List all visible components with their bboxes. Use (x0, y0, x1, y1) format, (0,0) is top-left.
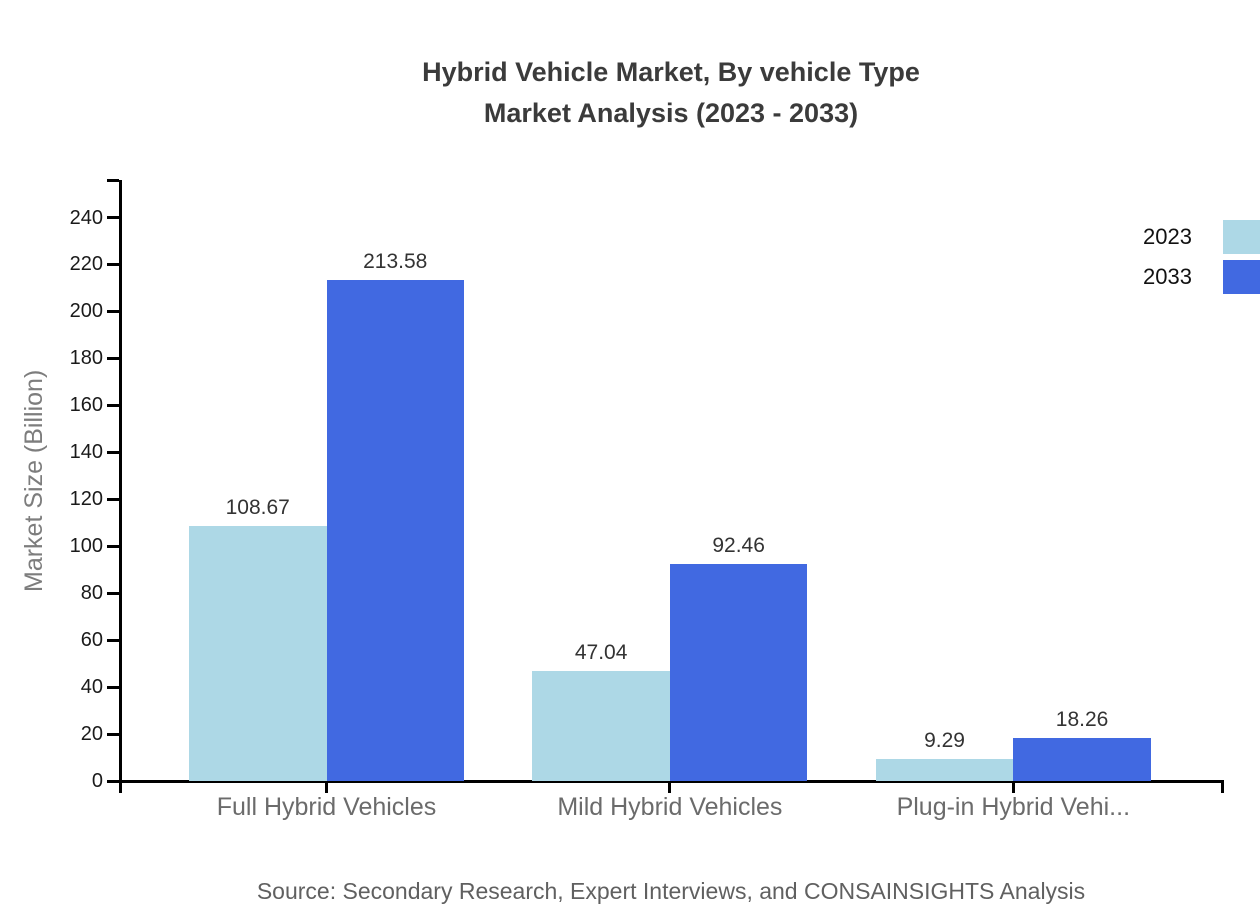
y-tick-label-20: 20 (80, 723, 103, 746)
bar-2033-plug-in-hybrid-vehi (1013, 738, 1151, 781)
legend-label-2033: 2033 (1143, 264, 1192, 289)
legend-item-2033: 2033 (1060, 260, 1260, 294)
y-tick-label-120: 120 (69, 488, 103, 511)
y-tick-100 (106, 544, 119, 548)
y-axis-end-tick (106, 178, 119, 182)
y-tick-80 (106, 591, 119, 595)
legend-label-2023: 2023 (1143, 224, 1192, 249)
category-label-full-hybrid-vehicles: Full Hybrid Vehicles (216, 793, 437, 821)
y-tick-label-0: 0 (91, 770, 103, 792)
chart-title-line-2: Market Analysis (2023 - 2033) (483, 98, 859, 128)
bar-2033-mild-hybrid-vehicles (669, 563, 808, 781)
y-tick-label-100: 100 (69, 535, 103, 558)
chart-title: Hybrid Vehicle Market, By vehicle Type M… (120, 52, 1222, 134)
y-tick-label-200: 200 (69, 300, 103, 323)
y-tick-40 (106, 685, 119, 689)
y-tick-label-80: 80 (80, 582, 103, 605)
value-label-2023-full-hybrid-vehicles: 108.67 (225, 495, 290, 519)
y-tick-20 (106, 732, 119, 736)
source-note: Source: Secondary Research, Expert Inter… (256, 878, 1086, 904)
value-label-2033-full-hybrid-vehicles: 213.58 (363, 249, 428, 273)
y-tick-160 (106, 403, 119, 407)
legend-swatch-2023 (1223, 220, 1260, 254)
y-tick-label-160: 160 (69, 394, 103, 417)
y-tick-label-220: 220 (69, 253, 103, 276)
y-tick-140 (106, 450, 119, 454)
legend-item-2023: 2023 (1060, 220, 1260, 254)
x-tick-plug-in-hybrid-vehi (1011, 781, 1015, 793)
y-tick-60 (106, 638, 119, 642)
bar-2033-full-hybrid-vehicles (326, 279, 464, 781)
value-label-2023-plug-in-hybrid-vehi: 9.29 (924, 729, 965, 753)
bar-2023-full-hybrid-vehicles (189, 525, 327, 781)
bar-2023-mild-hybrid-vehicles (532, 670, 670, 781)
y-tick-180 (106, 356, 119, 360)
y-tick-0 (106, 779, 119, 783)
y-tick-label-140: 140 (69, 441, 103, 464)
value-label-2033-plug-in-hybrid-vehi: 18.26 (1055, 708, 1109, 732)
y-tick-label-60: 60 (80, 629, 103, 652)
chart-title-line-1: Hybrid Vehicle Market, By vehicle Type (422, 57, 920, 87)
y-tick-240 (106, 216, 119, 219)
y-tick-120 (106, 497, 119, 501)
category-label-plug-in-hybrid-vehi: Plug-in Hybrid Vehi... (896, 793, 1131, 821)
value-label-2023-mild-hybrid-vehicles: 47.04 (574, 640, 628, 664)
y-axis-spine (118, 180, 122, 793)
legend-swatch-2033 (1223, 260, 1260, 294)
y-tick-label-180: 180 (69, 347, 103, 370)
y-tick-label-240: 240 (69, 206, 103, 229)
value-label-2033-mild-hybrid-vehicles: 92.46 (712, 533, 765, 557)
legend: 2023 2033 (1060, 220, 1260, 300)
x-tick-mild-hybrid-vehicles (668, 781, 672, 793)
y-tick-200 (106, 309, 119, 313)
y-tick-220 (106, 262, 119, 266)
bar-2023-plug-in-hybrid-vehi (875, 759, 1014, 781)
x-tick-full-hybrid-vehicles (325, 781, 328, 793)
y-tick-label-40: 40 (80, 676, 103, 699)
x-axis-end-tick (1220, 781, 1224, 793)
category-label-mild-hybrid-vehicles: Mild Hybrid Vehicles (557, 793, 783, 821)
